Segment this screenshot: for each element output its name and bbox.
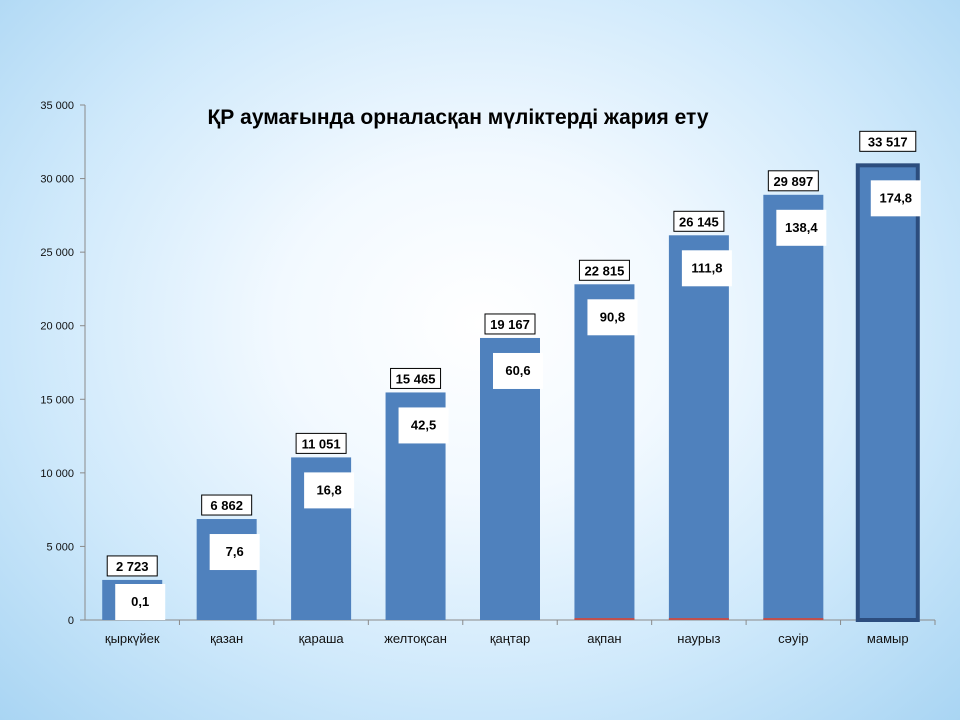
total-label: 29 897	[773, 174, 813, 189]
x-tick-label: қаңтар	[490, 631, 530, 646]
bar	[574, 284, 635, 620]
total-label-box	[578, 259, 630, 281]
total-label: 22 815	[585, 263, 625, 278]
total-label: 2 723	[116, 559, 149, 574]
y-tick-label: 25 000	[40, 247, 74, 259]
total-label-box	[484, 313, 536, 335]
x-tick-label: ақпан	[587, 631, 621, 646]
y-tick-label: 35 000	[40, 100, 74, 112]
y-tick-label: 15 000	[40, 394, 74, 406]
total-label-box	[106, 555, 158, 577]
x-tick-label: қазан	[210, 631, 243, 646]
x-tick-label: сәуір	[778, 631, 808, 646]
data-labels: қыркүйек 2 723 0,1 қазан 6 862 7,6 қараша 11 05…	[105, 130, 921, 646]
inner-label: 7,6	[226, 544, 244, 559]
inner-label: 90,8	[600, 309, 625, 324]
total-label: 6 862	[210, 498, 243, 513]
bar	[668, 235, 729, 621]
total-label: 15 465	[396, 371, 436, 386]
x-tick-label: қыркүйек	[105, 631, 160, 646]
y-tick-label: 5 000	[46, 541, 74, 553]
chart-title: ҚР аумағында орналасқан мүліктерді жария…	[207, 106, 708, 129]
y-tick-label: 20 000	[40, 321, 74, 333]
inner-label: 111,8	[691, 260, 722, 275]
total-label: 33 517	[868, 134, 908, 149]
x-tick-label: мамыр	[867, 631, 909, 646]
total-label-box	[673, 210, 725, 232]
inner-label-box	[493, 352, 543, 389]
x-tick-label: қараша	[299, 631, 345, 646]
total-label: 11 051	[302, 436, 341, 451]
inner-label-box	[776, 209, 827, 246]
bars	[102, 163, 920, 622]
inner-label-box	[398, 407, 449, 444]
inner-label: 0,1	[131, 594, 149, 609]
inner-label: 16,8	[316, 482, 341, 497]
total-label: 19 167	[490, 317, 530, 332]
total-label-box	[295, 432, 347, 454]
x-tick-label: наурыз	[677, 631, 720, 646]
inner-label-box	[209, 534, 260, 571]
total-label-box	[767, 170, 819, 192]
inner-label-box	[304, 472, 355, 509]
total-label: 26 145	[679, 214, 719, 229]
inner-label-box	[115, 584, 166, 620]
y-tick-label: 10 000	[40, 468, 74, 480]
inner-label-box	[587, 299, 638, 336]
bar	[855, 163, 920, 622]
y-tick-label: 30 000	[40, 174, 74, 186]
x-tick-label: желтоқсан	[384, 631, 447, 646]
total-label-box	[390, 367, 442, 389]
total-label-box	[859, 130, 917, 152]
inner-label: 138,4	[785, 220, 818, 235]
inner-label-box	[681, 250, 732, 287]
inner-label: 42,5	[411, 417, 436, 432]
bar	[763, 194, 824, 621]
y-tick-label: 0	[68, 615, 74, 627]
total-label-box	[201, 494, 253, 516]
inner-label: 60,6	[505, 363, 530, 378]
inner-label-box	[870, 180, 921, 217]
inner-label: 174,8	[880, 190, 913, 205]
